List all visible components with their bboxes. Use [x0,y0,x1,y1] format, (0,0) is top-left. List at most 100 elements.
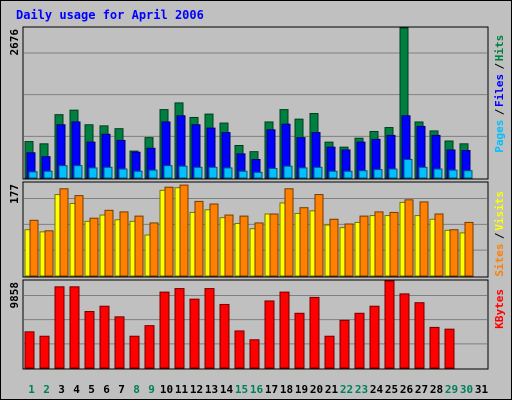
bar-sites-day-8 [134,215,144,277]
bar-kbytes-day-28 [429,326,440,369]
bar-kbytes-day-13 [204,288,215,369]
bar-sites-day-11 [179,184,189,277]
x-tick-label-day-8: 8 [133,383,140,396]
bar-kbytes-day-3 [54,286,65,369]
bar-sites-day-17 [269,213,279,277]
bar-sites-day-27 [419,201,429,277]
bar-pages-day-24 [373,169,383,179]
x-tick-label-day-22: 22 [340,383,353,396]
x-tick-label-day-7: 7 [118,383,125,396]
bar-pages-day-29 [448,169,458,179]
x-tick-label-day-10: 10 [160,383,173,396]
bar-kbytes-day-14 [219,303,230,369]
y-max-label: 177 [8,184,21,204]
x-tick-label-day-2: 2 [43,383,50,396]
bar-sites-day-7 [119,211,129,277]
bar-pages-day-18 [283,165,293,179]
bar-sites-day-25 [389,211,399,277]
x-tick-label-day-18: 18 [280,383,293,396]
bar-kbytes-day-10 [159,291,170,369]
bar-pages-day-20 [313,166,323,179]
bar-sites-day-14 [224,214,234,277]
bar-pages-day-13 [208,166,218,179]
legend-separator: / [493,232,506,239]
x-tick-label-day-28: 28 [430,383,443,396]
bar-pages-day-19 [298,167,308,179]
chart-title: Daily usage for April 2006 [16,8,204,22]
x-tick-label-day-24: 24 [370,383,384,396]
legend-sites: Sites [493,243,506,276]
x-axis-labels: 1 2 3 4 5 6 7 8 9 10 11 12 13 14 15 16 17 18 19 20 21 22 23 24 2… [28,383,488,396]
bar-kbytes-day-6 [99,305,110,369]
x-tick-label-day-27: 27 [415,383,428,396]
bar-kbytes-day-25 [384,280,395,369]
y-max-label: 9858 [8,282,21,309]
bar-pages-day-4 [73,165,83,179]
x-tick-label-day-15: 15 [235,383,248,396]
bar-pages-day-9 [148,169,158,179]
bar-pages-day-15 [238,170,248,179]
legend-hits: Hits [493,35,506,62]
bar-kbytes-day-2 [39,335,50,369]
legend-middle: Sites /Visits [493,191,506,277]
bar-kbytes-day-21 [324,335,335,369]
bar-pages-day-25 [388,168,398,179]
x-tick-label-day-5: 5 [88,383,95,396]
x-tick-label-day-11: 11 [175,383,189,396]
x-tick-label-day-17: 17 [265,383,278,396]
bar-pages-day-5 [88,167,98,179]
bar-kbytes-day-4 [69,286,80,369]
bar-kbytes-day-27 [414,302,425,369]
bar-pages-day-23 [358,170,368,179]
bar-pages-day-6 [103,166,113,179]
bar-sites-day-13 [209,203,219,277]
bar-sites-day-1 [29,219,39,277]
x-tick-label-day-31: 31 [475,383,489,396]
bar-kbytes-day-29 [444,328,455,369]
bar-pages-day-10 [163,165,173,179]
bar-kbytes-day-20 [309,296,320,369]
x-tick-label-day-23: 23 [355,383,368,396]
bar-sites-day-20 [314,194,324,277]
x-tick-label-day-20: 20 [310,383,323,396]
bar-sites-day-24 [374,211,384,277]
bar-kbytes-day-17 [264,300,275,369]
x-tick-label-day-4: 4 [73,383,80,396]
bar-kbytes-day-23 [354,312,365,369]
bar-sites-day-2 [44,230,54,277]
legend-separator: / [493,63,506,70]
bar-pages-day-7 [118,168,128,179]
x-tick-label-day-21: 21 [325,383,339,396]
x-tick-label-day-16: 16 [250,383,264,396]
legend-bottom: KBytes [493,289,506,329]
panel-bottom: 9858 KBytes [8,279,506,370]
bar-sites-day-19 [299,207,309,277]
x-tick-label-day-14: 14 [220,383,234,396]
x-tick-label-day-3: 3 [58,383,65,396]
legend-kbytes: KBytes [493,289,506,329]
legend-separator: / [493,108,506,115]
bar-kbytes-day-12 [189,298,200,369]
bar-pages-day-26 [403,159,413,179]
bar-kbytes-day-26 [399,293,410,369]
x-tick-label-day-26: 26 [400,383,414,396]
bar-kbytes-day-5 [84,311,95,369]
bar-sites-day-9 [149,222,159,277]
bar-pages-day-16 [253,171,263,179]
x-tick-label-day-19: 19 [295,383,308,396]
bar-kbytes-day-1 [24,331,35,369]
x-tick-label-day-9: 9 [148,383,155,396]
bar-sites-day-15 [239,215,249,277]
x-tick-label-day-12: 12 [190,383,203,396]
panel-middle: 177 Sites /Visits [8,181,506,278]
bar-sites-day-28 [434,213,444,277]
bar-sites-day-23 [359,215,369,277]
bar-kbytes-day-24 [369,305,380,369]
bar-kbytes-day-16 [249,339,260,369]
y-max-label: 2676 [8,29,21,56]
x-tick-label-day-6: 6 [103,383,110,396]
legend-pages: Pages [493,120,506,153]
